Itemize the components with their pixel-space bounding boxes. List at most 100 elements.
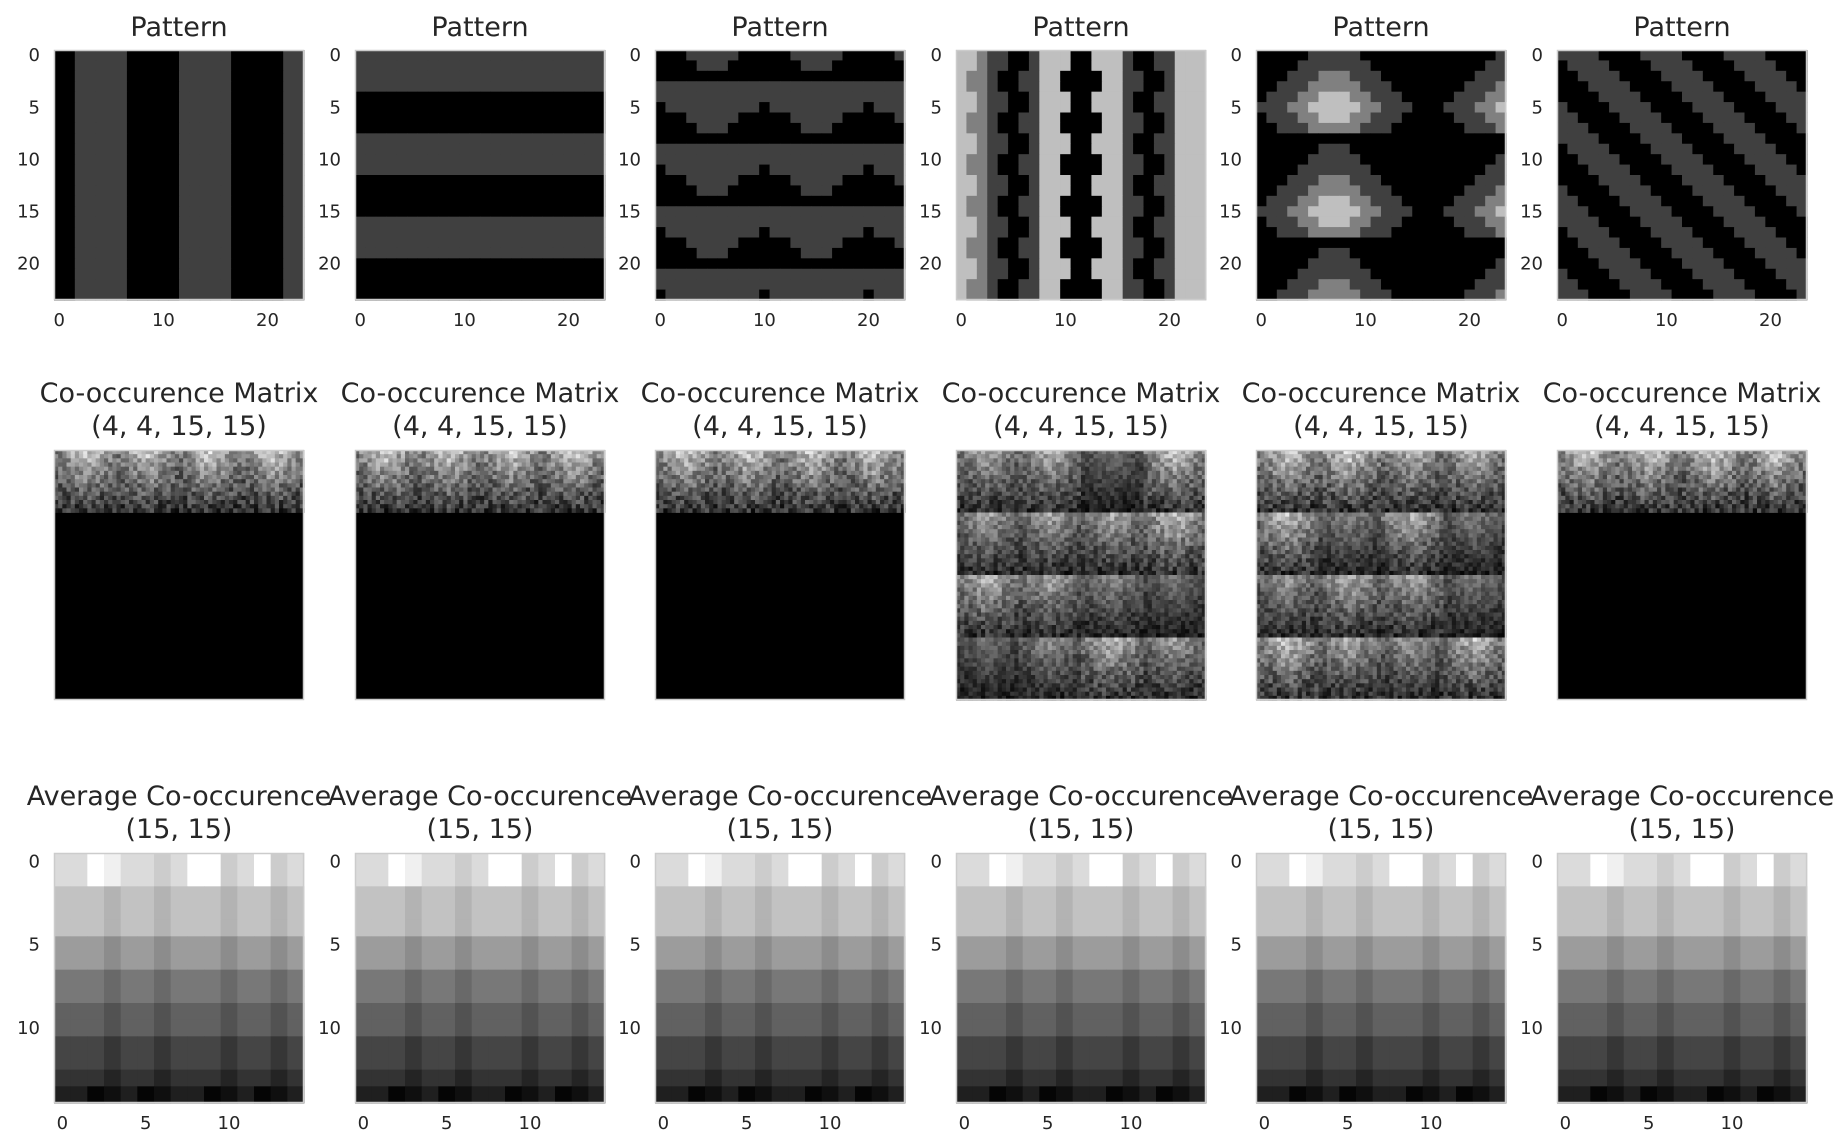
heatmap-cell	[79, 508, 84, 513]
heatmap-cell	[85, 164, 97, 176]
heatmap-cell	[1485, 206, 1496, 218]
heatmap-cell	[696, 237, 708, 249]
heatmap-cell	[106, 70, 117, 82]
heatmap-cell	[1153, 289, 1165, 301]
heatmap-cell	[189, 206, 201, 218]
heatmap-cell	[1164, 237, 1176, 249]
heatmap-cell	[58, 487, 63, 493]
heatmap-cell	[195, 483, 201, 488]
heatmap-cell	[1775, 185, 1787, 197]
heatmap-cell	[208, 500, 213, 505]
heatmap-cell	[1308, 143, 1319, 155]
heatmap-cell	[425, 483, 431, 488]
heatmap-cell	[567, 483, 573, 488]
heatmap-cell	[1702, 50, 1714, 61]
heatmap-cell	[1101, 60, 1113, 72]
heatmap-cell	[1765, 279, 1777, 290]
heatmap-cell	[231, 206, 242, 218]
heatmap-cell	[1039, 164, 1051, 176]
heatmap-cell	[407, 247, 418, 259]
heatmap-cell	[179, 454, 184, 459]
heatmap-cell	[1629, 122, 1641, 134]
heatmap-cell	[1744, 237, 1756, 249]
heatmap-cell	[600, 475, 606, 480]
heatmap-cell	[266, 504, 272, 509]
heatmap-cell	[1164, 268, 1176, 280]
heatmap-cell	[1629, 154, 1641, 165]
heatmap-cell	[141, 483, 147, 488]
heatmap-cell	[293, 122, 305, 134]
heatmap-cell	[717, 279, 729, 290]
heatmap-cell	[266, 475, 272, 480]
heatmap-cell	[1661, 143, 1672, 155]
heatmap-cell	[283, 81, 294, 93]
heatmap-cell	[74, 112, 86, 124]
heatmap-cell	[1619, 216, 1631, 228]
heatmap-cell	[1122, 122, 1134, 134]
heatmap-cell	[270, 483, 276, 488]
heatmap-cell	[759, 122, 770, 134]
heatmap-cell	[1485, 175, 1496, 186]
heatmap-cell	[832, 268, 843, 280]
heatmap-cell	[137, 175, 149, 186]
heatmap-cell	[254, 504, 259, 509]
heatmap-cell	[199, 500, 205, 505]
heatmap-cell	[1433, 227, 1444, 238]
heatmap-cell	[210, 289, 222, 301]
heatmap-cell	[1433, 81, 1444, 93]
heatmap-cell	[563, 70, 575, 82]
heatmap-cell	[555, 458, 560, 463]
heatmap-cell	[1609, 227, 1620, 238]
heatmap-cell	[1557, 81, 1568, 93]
heatmap-cell	[1661, 227, 1672, 238]
heatmap-cell	[1588, 60, 1600, 72]
heatmap-cell	[665, 216, 677, 228]
heatmap-cell	[894, 112, 906, 124]
heatmap-cell	[355, 102, 366, 113]
heatmap-cell	[126, 268, 138, 280]
heatmap-cell	[208, 495, 213, 501]
heatmap-cell	[210, 195, 222, 207]
heatmap-cell	[1796, 268, 1808, 280]
heatmap-cell	[555, 475, 560, 480]
heatmap-cell	[154, 462, 159, 468]
heatmap-cell	[249, 454, 255, 459]
heatmap-cell	[987, 60, 999, 72]
heatmap-cell	[1734, 70, 1745, 82]
heatmap-cell	[1412, 50, 1424, 61]
heatmap-cell	[532, 227, 543, 238]
heatmap-cell	[359, 479, 364, 484]
heatmap-cell	[179, 195, 190, 207]
heatmap-cell	[1474, 185, 1486, 197]
heatmap-cell	[1765, 91, 1777, 103]
heatmap-cell	[1619, 154, 1631, 165]
heatmap-cell	[769, 195, 781, 207]
heatmap-cell	[1453, 185, 1465, 197]
heatmap-cell	[1650, 247, 1662, 259]
heatmap-cell	[884, 143, 895, 155]
heatmap-cell	[116, 458, 122, 463]
heatmap-cell	[1401, 247, 1413, 259]
heatmap-cell	[471, 458, 477, 463]
heatmap-cell	[727, 50, 739, 61]
heatmap-cell	[187, 491, 192, 497]
heatmap-cell	[894, 185, 906, 197]
heatmap-cell	[1112, 227, 1124, 238]
heatmap-cell	[442, 470, 448, 476]
heatmap-cell	[1174, 258, 1186, 270]
heatmap-cell	[521, 154, 533, 165]
heatmap-cell	[91, 458, 97, 463]
heatmap-cell	[1266, 227, 1278, 238]
heatmap-cell	[54, 91, 65, 103]
heatmap-cell	[174, 479, 180, 484]
heatmap-cell	[509, 454, 514, 459]
heatmap-cell	[258, 483, 263, 488]
heatmap-cell	[563, 450, 568, 455]
heatmap-cell	[212, 500, 217, 505]
heatmap-cell	[104, 495, 109, 501]
heatmap-cell	[231, 289, 242, 301]
heatmap-cell	[241, 185, 253, 197]
heatmap-cell	[1008, 50, 1019, 61]
heatmap-cell	[1391, 133, 1403, 145]
heatmap-cell	[1754, 154, 1766, 165]
